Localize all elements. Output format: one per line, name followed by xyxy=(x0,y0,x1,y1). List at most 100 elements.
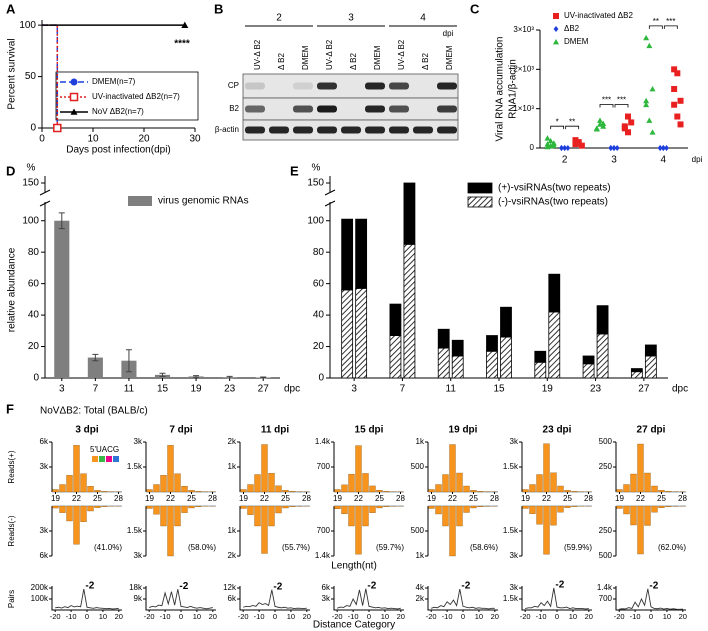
axis xyxy=(539,30,688,149)
percent-label: (58.0%) xyxy=(188,543,216,552)
read-bar xyxy=(254,474,261,493)
read-bar xyxy=(94,490,101,493)
panel-label: D xyxy=(6,163,15,178)
read-bar xyxy=(195,491,202,493)
y-tick-label: 4k xyxy=(416,583,425,592)
x-unit: dpc xyxy=(672,384,688,395)
read-bar xyxy=(623,484,630,493)
y-unit: % xyxy=(27,163,36,174)
blot-band xyxy=(365,82,385,90)
sig-label: *** xyxy=(666,17,675,26)
bar-segment xyxy=(451,339,464,357)
bar-segment xyxy=(389,335,402,379)
pairs-line xyxy=(55,589,119,610)
legend-label: (-)-vsiRNAs(two repeats) xyxy=(498,197,608,208)
read-bar xyxy=(564,505,571,508)
bar-segment xyxy=(630,371,643,379)
marker xyxy=(677,121,684,128)
lane-label: Δ B2 xyxy=(277,53,286,70)
read-bar xyxy=(146,505,153,509)
row-label: CP xyxy=(228,81,239,90)
x-tick-label: 0 xyxy=(649,612,653,621)
bar-segment xyxy=(500,306,512,338)
y-tick-label: 3k xyxy=(134,551,143,560)
y-tick-label: 80 xyxy=(313,247,325,258)
read-bar xyxy=(470,490,477,493)
read-bar xyxy=(550,472,557,493)
read-bar xyxy=(87,486,94,493)
marker xyxy=(544,135,551,141)
x-tick-label: 28 xyxy=(302,494,311,503)
bar-segment xyxy=(437,347,450,379)
y-tick-label: 6k xyxy=(322,583,331,592)
y-tick-label: 6k xyxy=(40,551,49,560)
marker xyxy=(649,129,656,135)
marker xyxy=(544,143,551,150)
percent-label: (41.0%) xyxy=(94,543,122,552)
blot-band xyxy=(317,126,337,134)
read-bar xyxy=(623,505,630,515)
x-tick-label: 25 xyxy=(657,494,666,503)
row-label: B2 xyxy=(229,104,239,113)
blot-band xyxy=(365,126,385,134)
read-bar xyxy=(376,505,383,509)
read-bar xyxy=(341,505,348,515)
read-bar xyxy=(66,505,73,522)
marker xyxy=(674,113,681,120)
bar-segment xyxy=(534,361,547,379)
read-bar xyxy=(571,505,578,507)
bar-segment xyxy=(403,243,416,379)
percent-label: (59.9%) xyxy=(564,543,592,552)
marker xyxy=(600,123,607,129)
blot-band xyxy=(413,126,433,134)
x-tick-label: 27 xyxy=(638,384,650,395)
read-bar xyxy=(616,505,623,509)
read-bar xyxy=(564,490,571,493)
read-bar xyxy=(275,505,282,514)
lane-label: UV-Δ B2 xyxy=(397,39,406,70)
blot-band xyxy=(437,105,457,113)
x-tick-label: 20 xyxy=(303,612,311,621)
x-tick-label: 28 xyxy=(490,494,499,503)
marker xyxy=(611,145,617,151)
percent-label: (58.6%) xyxy=(470,543,498,552)
read-bar xyxy=(428,489,435,493)
axis-break xyxy=(39,189,51,207)
read-bar xyxy=(477,505,484,507)
y-tick-label: 250 xyxy=(599,462,613,471)
survival-line xyxy=(42,24,59,128)
y-tick-label: 40 xyxy=(313,310,325,321)
row-label: β-actin xyxy=(215,125,239,134)
bar xyxy=(54,220,70,378)
x-tick-label: 0 xyxy=(85,612,89,621)
marker xyxy=(621,123,628,130)
y-tick-label: 3k xyxy=(510,551,519,560)
sig-label: * xyxy=(556,117,559,126)
bar-segment xyxy=(582,363,595,379)
read-bar xyxy=(362,505,369,527)
panel-label: E xyxy=(290,163,299,178)
bar-segment xyxy=(341,289,354,379)
x-tick-label: 28 xyxy=(584,494,593,503)
marker xyxy=(625,129,631,136)
y-tick-label: 9k xyxy=(134,594,143,603)
bar-segment xyxy=(486,335,498,352)
read-bar xyxy=(644,505,651,526)
lane-label: UV-Δ B2 xyxy=(253,39,262,70)
marker xyxy=(547,137,554,144)
legend-label: virus genomic RNAs xyxy=(158,196,249,207)
x-tick-label: 20 xyxy=(679,612,687,621)
read-bar xyxy=(630,473,637,493)
y-tick-label: 60 xyxy=(313,278,325,289)
read-bar xyxy=(637,505,644,555)
sig-bracket xyxy=(648,25,663,29)
y-tick-label: 1×10³ xyxy=(513,104,534,113)
y-unit: % xyxy=(312,163,321,174)
sig-label: ** xyxy=(653,17,659,26)
peak-label: -2 xyxy=(555,580,564,591)
blot-band xyxy=(269,126,289,134)
x-tick-label: 23 xyxy=(224,384,236,395)
marker xyxy=(628,119,635,126)
x-tick-label: 25 xyxy=(187,494,196,503)
x-tick-label: 20 xyxy=(209,612,217,621)
